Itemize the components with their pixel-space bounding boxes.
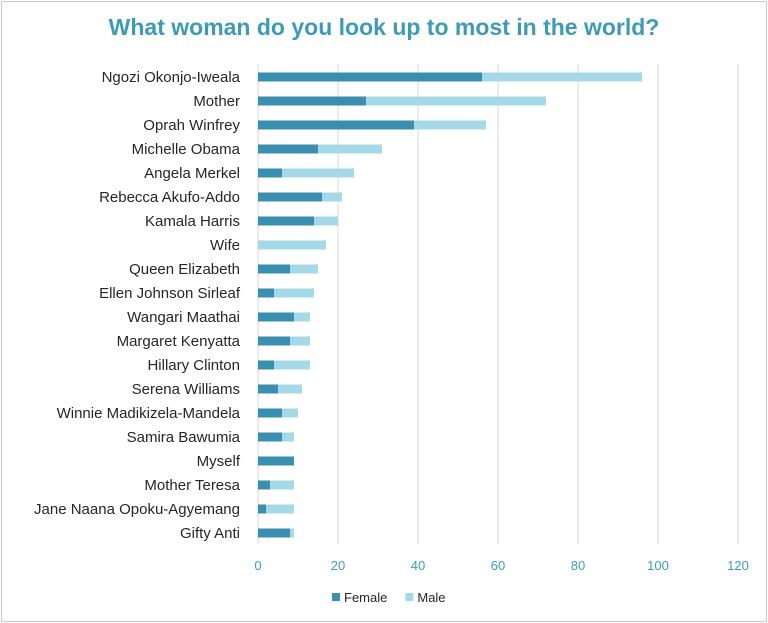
category-label-wife: Wife [210, 237, 240, 254]
category-label-ellen-johnson-sirleaf: Ellen Johnson Sirleaf [99, 285, 241, 302]
bar-female-queen-elizabeth [258, 264, 290, 274]
bar-male-serena-williams [278, 384, 302, 394]
bar-female-winnie-madikizela-mandela [258, 408, 282, 418]
bar-male-gifty-anti [290, 528, 294, 538]
chart-title: What woman do you look up to most in the… [108, 14, 660, 40]
category-labels: Ngozi Okonjo-Iweala Mother Oprah Winfrey Mi… [34, 69, 241, 542]
category-label-serena-williams: Serena Williams [132, 381, 240, 398]
category-label-oprah-winfrey: Oprah Winfrey [143, 117, 240, 134]
x-axis-ticks: 0 20 40 60 80 100 120 [254, 558, 748, 573]
bar-male-mother-teresa [270, 480, 294, 490]
x-tick-label: 0 [254, 558, 261, 573]
bar-female-oprah-winfrey [258, 120, 414, 130]
category-label-hillary-clinton: Hillary Clinton [147, 357, 240, 374]
category-label-mother-teresa: Mother Teresa [144, 477, 240, 494]
category-label-angela-merkel: Angela Merkel [144, 165, 240, 182]
x-tick-label: 60 [491, 558, 505, 573]
category-label-mother: Mother [193, 93, 240, 110]
bar-female-ngozi-okonjo-iweala [258, 72, 482, 82]
category-label-ngozi-okonjo-iweala: Ngozi Okonjo-Iweala [102, 69, 241, 86]
bar-male-winnie-madikizela-mandela [282, 408, 298, 418]
gridlines [257, 64, 739, 544]
legend-label-male: Male [417, 590, 445, 605]
category-label-margaret-kenyatta: Margaret Kenyatta [117, 333, 241, 350]
category-label-queen-elizabeth: Queen Elizabeth [129, 261, 240, 278]
category-label-michelle-obama: Michelle Obama [132, 141, 241, 158]
category-label-wangari-maathai: Wangari Maathai [127, 309, 240, 326]
bar-male-ngozi-okonjo-iweala [482, 72, 642, 82]
bar-female-myself [258, 456, 294, 466]
bar-female-gifty-anti [258, 528, 290, 538]
legend-label-female: Female [344, 590, 387, 605]
category-label-winnie-madikizela-mandela: Winnie Madikizela-Mandela [57, 405, 241, 422]
legend: Female Male [332, 590, 446, 605]
x-tick-label: 120 [727, 558, 749, 573]
bar-male-rebecca-akufo-addo [322, 192, 342, 202]
bar-female-kamala-harris [258, 216, 314, 226]
bar-male-margaret-kenyatta [290, 336, 310, 346]
bar-male-wangari-maathai [294, 312, 310, 322]
category-label-samira-bawumia: Samira Bawumia [127, 429, 241, 446]
bar-female-wangari-maathai [258, 312, 294, 322]
bar-male-samira-bawumia [282, 432, 294, 442]
bar-male-ellen-johnson-sirleaf [274, 288, 314, 298]
bar-male-oprah-winfrey [414, 120, 486, 130]
category-label-jane-naana-opoku-agyemang: Jane Naana Opoku-Agyemang [34, 501, 240, 518]
legend-swatch-female [332, 593, 340, 601]
bar-female-jane-naana-opoku-agyemang [258, 504, 266, 514]
x-tick-label: 20 [331, 558, 345, 573]
bars [258, 72, 642, 538]
category-label-myself: Myself [197, 453, 241, 470]
bar-male-angela-merkel [282, 168, 354, 178]
bar-female-michelle-obama [258, 144, 318, 154]
category-label-rebecca-akufo-addo: Rebecca Akufo-Addo [99, 189, 240, 206]
bar-female-mother-teresa [258, 480, 270, 490]
category-label-kamala-harris: Kamala Harris [145, 213, 240, 230]
bar-female-hillary-clinton [258, 360, 274, 370]
bar-male-kamala-harris [314, 216, 338, 226]
bar-male-queen-elizabeth [290, 264, 318, 274]
bar-male-hillary-clinton [274, 360, 310, 370]
category-label-gifty-anti: Gifty Anti [180, 525, 240, 542]
bar-male-jane-naana-opoku-agyemang [266, 504, 294, 514]
bar-female-rebecca-akufo-addo [258, 192, 322, 202]
bar-female-angela-merkel [258, 168, 282, 178]
bar-female-margaret-kenyatta [258, 336, 290, 346]
bar-male-michelle-obama [318, 144, 382, 154]
legend-swatch-male [405, 593, 414, 601]
bar-female-mother [258, 96, 366, 106]
x-tick-label: 100 [647, 558, 669, 573]
bar-male-wife [258, 240, 326, 250]
bar-female-serena-williams [258, 384, 278, 394]
bar-female-samira-bawumia [258, 432, 282, 442]
bar-male-mother [366, 96, 546, 106]
x-tick-label: 80 [571, 558, 585, 573]
x-tick-label: 40 [411, 558, 425, 573]
bar-female-ellen-johnson-sirleaf [258, 288, 274, 298]
